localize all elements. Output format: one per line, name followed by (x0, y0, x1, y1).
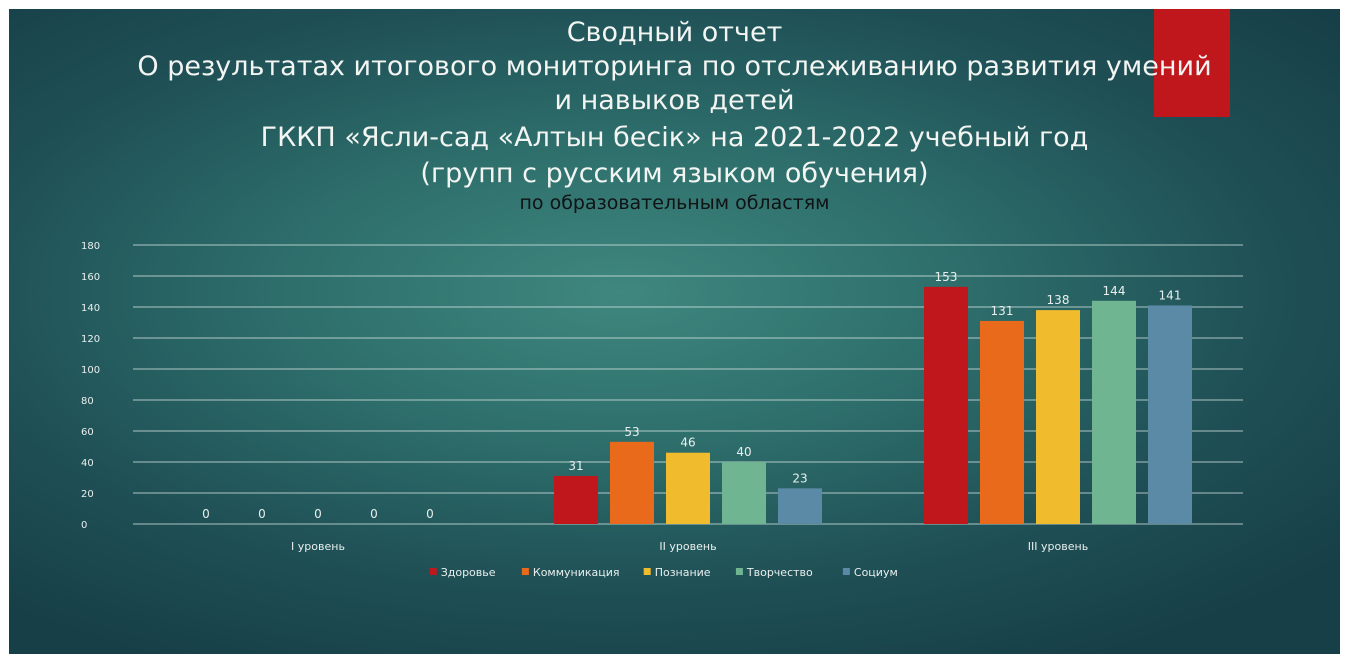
y-tick-label: 0 (81, 520, 87, 531)
bar (722, 462, 766, 524)
bar (1036, 310, 1080, 524)
bar (924, 286, 968, 524)
legend-label: Творчество (746, 566, 813, 579)
data-label: 138 (1047, 293, 1070, 307)
category-label: I уровень (291, 540, 345, 553)
y-tick-label: 160 (81, 272, 100, 283)
x-axis-categories: I уровень II уровень III уровень (291, 540, 1088, 553)
legend-swatch (735, 568, 743, 575)
y-tick-label: 100 (81, 365, 100, 376)
slide: Сводный отчет О результатах итогового мо… (9, 9, 1340, 654)
y-tick-label: 20 (81, 489, 94, 500)
legend-swatch (643, 568, 651, 575)
bar (554, 475, 598, 524)
data-label: 40 (736, 445, 751, 459)
y-tick-label: 60 (81, 427, 94, 438)
data-label: 53 (624, 425, 639, 439)
y-axis-ticks: 0 20 40 60 80 100 120 140 160 180 (81, 241, 100, 531)
bar (610, 441, 654, 524)
y-tick-label: 180 (81, 241, 100, 252)
bar (778, 488, 822, 524)
data-labels: 0 0 0 0 0 31 53 46 40 23 153 131 138 144 141 (202, 270, 1181, 521)
bars (554, 286, 1192, 524)
legend-swatch (842, 568, 850, 575)
category-label: III уровень (1028, 540, 1088, 553)
legend: Здоровье Коммуникация Познание Творчество Со… (429, 566, 898, 579)
title-line-1: Сводный отчет (566, 17, 783, 48)
data-label: 0 (370, 507, 378, 521)
title-line-5: (групп с русским языком обучения) (420, 158, 929, 189)
data-label: 0 (314, 507, 322, 521)
legend-label: Коммуникация (533, 566, 620, 579)
y-tick-label: 40 (81, 458, 94, 469)
chart-subtitle: по образовательным областям (519, 192, 830, 214)
legend-swatch (429, 568, 437, 575)
data-label: 141 (1159, 288, 1182, 302)
bar-chart: 0 20 40 60 80 100 120 140 160 180 0 0 0 0 0 31 53 46 40 23… (81, 241, 1243, 579)
data-label: 0 (202, 507, 210, 521)
bar (1148, 305, 1192, 524)
data-label: 131 (991, 304, 1014, 318)
bar (1092, 300, 1136, 524)
accent-block (1154, 9, 1230, 117)
data-label: 31 (568, 459, 583, 473)
data-label: 0 (426, 507, 434, 521)
data-label: 153 (935, 270, 958, 284)
bar (666, 452, 710, 524)
category-label: II уровень (659, 540, 716, 553)
data-label: 0 (258, 507, 266, 521)
data-label: 23 (792, 471, 807, 485)
y-tick-label: 120 (81, 334, 100, 345)
title-line-4: ГККП «Ясли-сад «Алтын бесік» на 2021-202… (260, 122, 1089, 153)
y-tick-label: 140 (81, 303, 100, 314)
legend-swatch (521, 568, 529, 575)
y-tick-label: 80 (81, 396, 94, 407)
title-line-2: О результатах итогового мониторинга по о… (137, 51, 1212, 82)
bar (980, 320, 1024, 524)
legend-label: Здоровье (441, 566, 496, 579)
legend-label: Познание (655, 566, 711, 579)
legend-label: Социум (854, 566, 898, 579)
title-line-3: и навыков детей (554, 85, 795, 116)
data-label: 144 (1103, 284, 1126, 298)
data-label: 46 (680, 436, 695, 450)
